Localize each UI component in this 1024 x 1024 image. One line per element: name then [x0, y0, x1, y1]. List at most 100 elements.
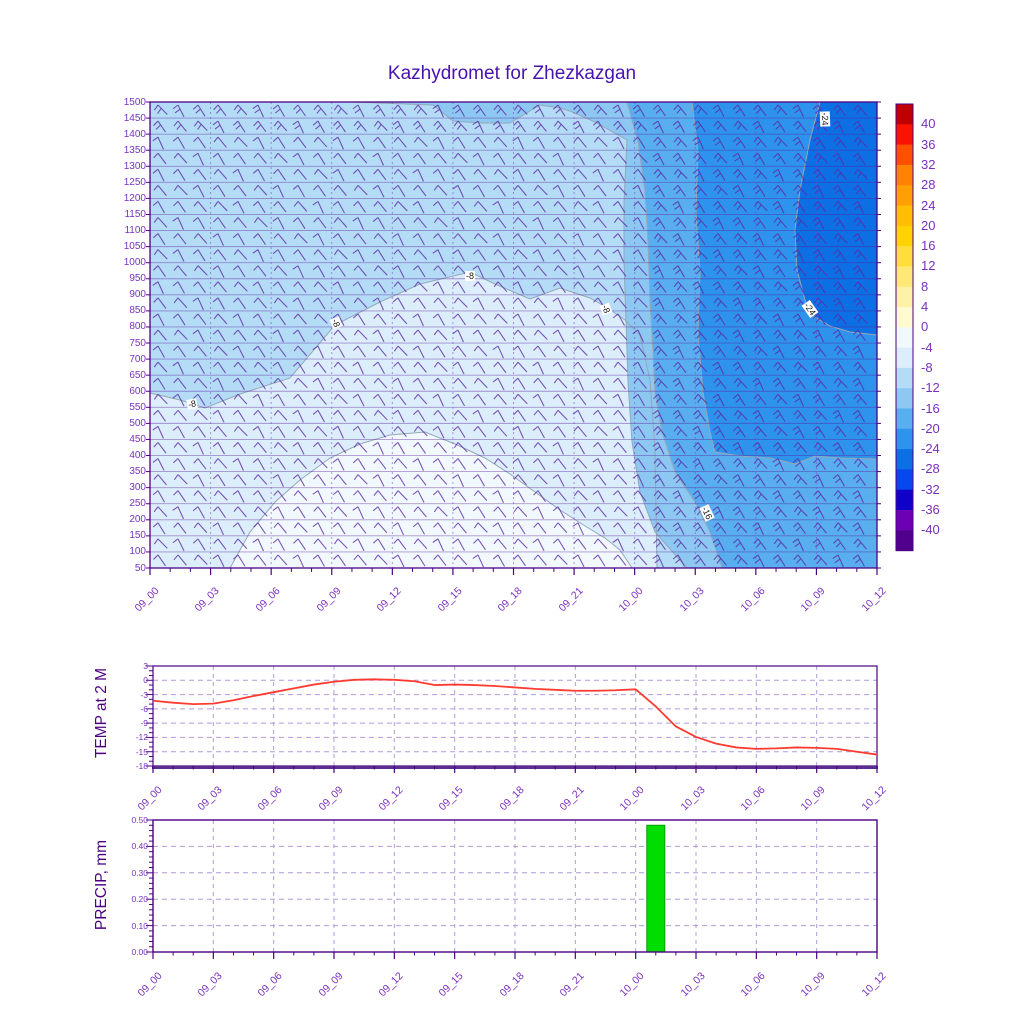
precip-tick-label: 0.40: [131, 841, 148, 852]
height-tick-label: 1300: [123, 160, 146, 172]
colorbar-tick-label: -36: [921, 502, 940, 517]
height-tick-label: 600: [129, 385, 146, 397]
colorbar-segment: [896, 530, 913, 552]
precip-tick-label: 0.20: [131, 894, 148, 905]
colorbar-segment: [896, 307, 913, 328]
colorbar-tick-label: 20: [921, 217, 936, 233]
colorbar-tick-label: 12: [921, 258, 936, 274]
colorbar-segment: [896, 489, 913, 511]
precip-chart: [146, 819, 878, 959]
colorbar-segment: [896, 246, 913, 267]
height-tick-label: 200: [129, 514, 146, 526]
height-tick-label: 900: [129, 289, 146, 301]
temp-series-line: [152, 678, 878, 756]
temp-tick-label: 3: [143, 661, 148, 671]
colorbar-segment: [896, 266, 913, 288]
height-tick-label: 1450: [123, 112, 146, 124]
contour-label: -8: [186, 398, 198, 410]
height-tick-label: 1250: [123, 176, 146, 188]
colorbar-segment: [896, 408, 913, 430]
colorbar-segment: [896, 225, 913, 247]
contour-label: -24: [819, 111, 831, 127]
height-tick-label: 1350: [123, 144, 146, 156]
colorbar-segment: [896, 510, 913, 531]
colorbar-segment: [896, 164, 913, 186]
height-tick-label: 50: [134, 562, 146, 574]
height-tick-label: 750: [129, 337, 146, 349]
precip-tick-label: 0.30: [131, 867, 148, 878]
colorbar-tick-label: 16: [921, 238, 936, 254]
height-tick-label: 450: [129, 433, 146, 445]
colorbar-segment: [896, 388, 913, 409]
height-tick-label: 1050: [123, 241, 146, 253]
height-tick-label: 100: [129, 546, 146, 558]
contour-line: [691, 101, 878, 465]
colorbar-tick-label: -20: [921, 420, 940, 436]
colorbar-tick-label: 32: [921, 156, 936, 172]
colorbar-tick-label: -40: [921, 522, 940, 538]
contour-panel: [146, 101, 881, 575]
colorbar-tick-label: -8: [921, 359, 933, 375]
height-tick-label: 650: [129, 369, 146, 381]
height-tick-label: 300: [129, 482, 146, 494]
temp-chart: [146, 665, 878, 773]
colorbar-tick-label: -32: [921, 481, 940, 497]
height-tick-label: 400: [129, 450, 146, 462]
height-tick-label: 550: [129, 401, 146, 413]
height-tick-label: 700: [129, 353, 146, 365]
precip-tick-label: 0.50: [131, 815, 148, 825]
colorbar-tick-label: -28: [921, 461, 940, 477]
height-tick-label: 950: [129, 273, 146, 285]
colorbar-segment: [896, 449, 913, 470]
colorbar-tick-label: 4: [921, 299, 929, 314]
height-tick-label: 1500: [123, 96, 146, 108]
temp-tick-label: -12: [135, 732, 148, 743]
temp-tick-label: -18: [135, 761, 148, 771]
colorbar-tick-label: 36: [921, 136, 936, 152]
colorbar-segment: [896, 104, 913, 125]
colorbar-segment: [896, 185, 913, 206]
precip-tick-label: 0.00: [131, 947, 148, 957]
colorbar-segment: [896, 286, 913, 308]
height-tick-label: 850: [129, 305, 146, 317]
temp-tick-label: -3: [140, 689, 148, 700]
temp-tick-label: -6: [140, 703, 148, 714]
colorbar-segment: [896, 469, 913, 491]
colorbar-segment: [896, 367, 913, 389]
colorbar-tick-label: -4: [921, 339, 933, 355]
colorbar-tick-label: 40: [921, 116, 936, 132]
contour-line: [229, 431, 633, 569]
temp-tick-label: 0: [143, 675, 148, 686]
colorbar-tick-label: 28: [921, 177, 936, 193]
colorbar-segment: [896, 347, 913, 369]
page-title: Kazhydromet for Zhezkazgan: [387, 63, 637, 84]
height-tick-label: 1000: [123, 257, 146, 269]
colorbar-tick-label: -16: [921, 400, 940, 416]
height-tick-label: 500: [129, 417, 146, 429]
colorbar-tick-label: -24: [921, 441, 940, 457]
contour-label: -8: [464, 271, 476, 281]
colorbar-tick-label: 0: [921, 319, 929, 335]
colorbar-segment: [896, 124, 913, 146]
colorbar-segment: [896, 205, 913, 227]
precip-bar: [646, 824, 666, 953]
height-tick-label: 350: [129, 466, 146, 478]
precip-tick-label: 0.10: [131, 920, 148, 931]
colorbar-tick-label: -12: [921, 380, 940, 396]
colorbar-segment: [896, 144, 913, 166]
height-tick-label: 1400: [123, 128, 146, 140]
height-tick-label: 800: [129, 321, 146, 333]
colorbar-segment: [896, 327, 913, 349]
height-tick-label: 1150: [124, 208, 146, 220]
colorbar-tick-label: 24: [921, 197, 936, 213]
height-tick-label: 1200: [123, 192, 146, 204]
height-tick-label: 1100: [124, 225, 146, 237]
contour-region-0to-4: [230, 432, 632, 568]
height-tick-label: 250: [129, 498, 146, 510]
height-tick-label: 150: [129, 530, 146, 542]
contour-line: [794, 101, 878, 336]
temp-tick-label: -9: [140, 718, 148, 729]
temp-tick-label: -15: [135, 746, 148, 757]
